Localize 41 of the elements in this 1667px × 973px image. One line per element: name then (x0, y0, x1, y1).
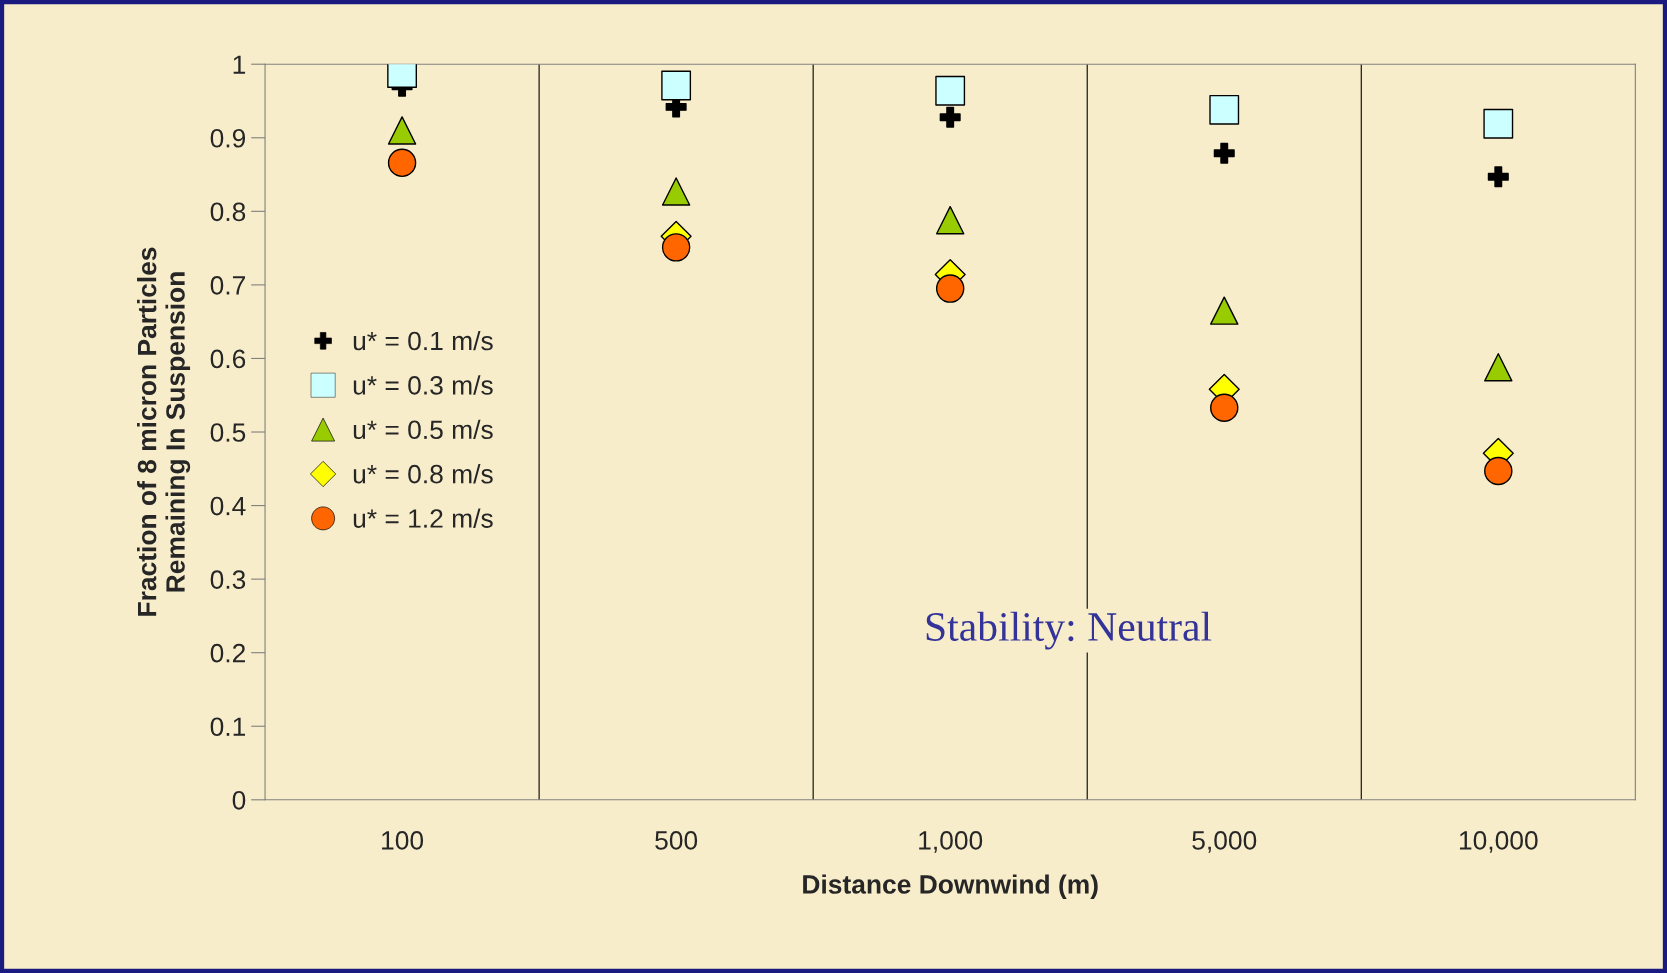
legend-label: u* = 0.5 m/s (353, 419, 493, 440)
x-tick-label: 1,000 (919, 831, 983, 853)
point (1213, 142, 1235, 164)
x-tick-label: 5,000 (1192, 831, 1257, 853)
point (935, 274, 965, 303)
y-tick-label: 0.1 (210, 717, 246, 737)
point (1483, 108, 1514, 139)
annotation: Stability: Neutral (926, 611, 1212, 650)
x-tick-label: 100 (382, 831, 424, 850)
y-tick-label: 0.2 (210, 643, 245, 663)
y-tick-label: 0.3 (210, 570, 246, 589)
y-tick-label: 0.4 (210, 496, 246, 516)
legend-label: u* = 0.1 m/s (353, 330, 493, 351)
point (1210, 393, 1239, 422)
point (1209, 94, 1240, 125)
y-tick-label: 1 (233, 55, 246, 74)
x-tick-label: 10,000 (1459, 831, 1538, 853)
y-tick-label: 0.5 (210, 423, 246, 442)
point (1210, 296, 1239, 325)
y-axis-title: Fraction of 8 micron Particles Remaining In Suspension (137, 247, 191, 616)
legend-label: u* = 0.3 m/s (353, 375, 493, 395)
y-tick-label: 0.9 (210, 128, 246, 148)
point (935, 205, 965, 235)
point (387, 116, 417, 145)
point (661, 70, 692, 101)
point (1484, 456, 1513, 486)
point (1487, 166, 1509, 188)
y-tick-label: 0.7 (210, 276, 245, 295)
y-tick-label: 0.8 (210, 202, 246, 222)
legend-label: u* = 0.8 m/s (353, 464, 493, 484)
point (387, 148, 417, 178)
point (661, 177, 691, 206)
point (1484, 353, 1513, 382)
point (939, 106, 961, 128)
y-tick-label: 0 (232, 790, 246, 810)
point (935, 75, 966, 106)
y-tick-label: 0.6 (210, 349, 246, 369)
x-axis-title: Distance Downwind (m) (803, 874, 1098, 899)
point (661, 233, 691, 262)
x-tick-label: 500 (655, 831, 698, 850)
legend-label: u* = 1.2 m/s (353, 508, 493, 528)
